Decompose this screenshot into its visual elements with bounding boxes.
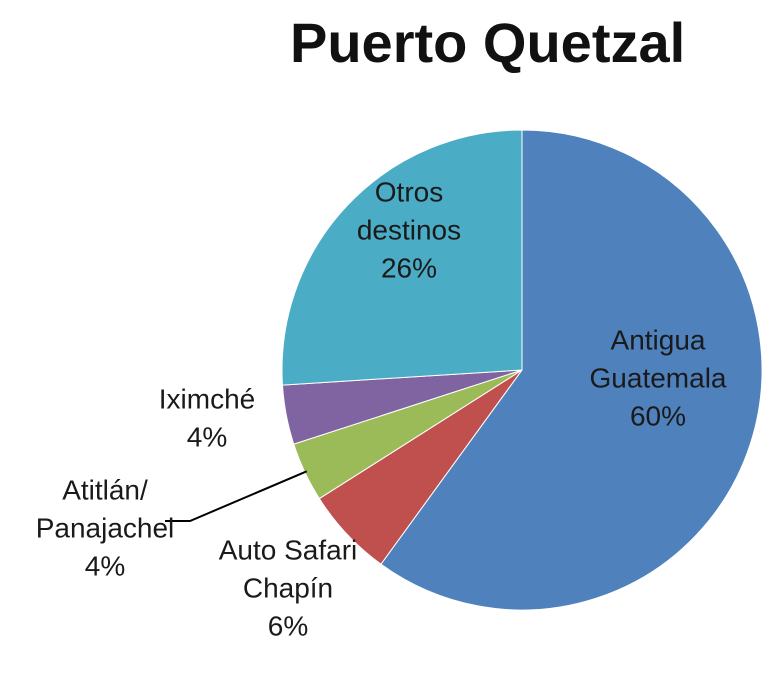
slice-name-label-0: Guatemala: [590, 362, 727, 393]
slice-value-label-4: 26%: [381, 252, 437, 283]
slice-name-label-1: Chapín: [243, 572, 333, 603]
slice-name-label-1: Auto Safari: [219, 534, 358, 565]
slice-value-label-3: 4%: [187, 421, 227, 452]
slice-name-label-2: Panajachel: [36, 512, 175, 543]
chart-title: Puerto Quetzal: [290, 11, 686, 74]
slice-value-label-0: 60%: [630, 400, 686, 431]
slice-value-label-2: 4%: [85, 550, 125, 581]
pie-slice-0: [380, 129, 762, 611]
slice-name-label-4: destinos: [357, 214, 461, 245]
slice-name-label-2: Atitlán/: [62, 474, 148, 505]
leader-line: [165, 470, 308, 522]
pie-slice-4: [281, 129, 523, 386]
slice-name-label-4: Otros: [375, 176, 443, 207]
slice-value-label-1: 6%: [268, 610, 308, 641]
slice-name-label-0: Antigua: [611, 324, 706, 355]
slice-name-label-3: Iximché: [159, 383, 255, 414]
